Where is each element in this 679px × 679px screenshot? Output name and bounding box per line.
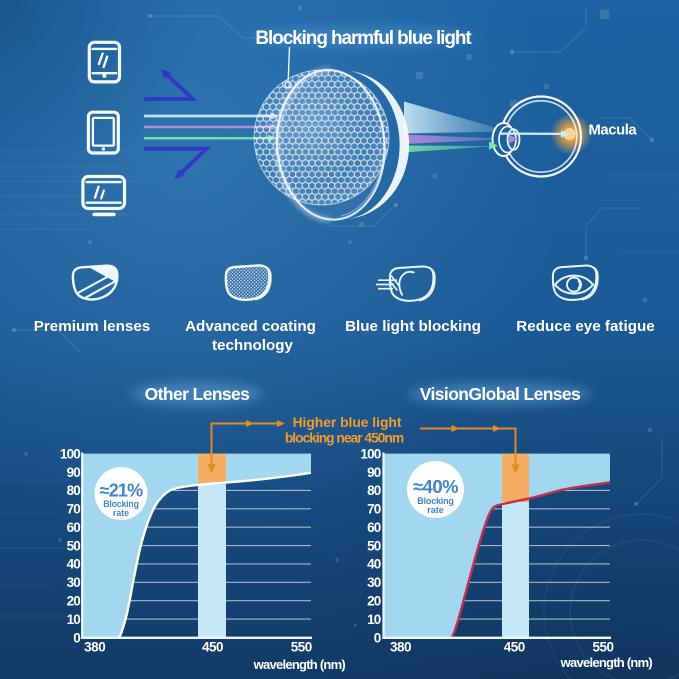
svg-text:0: 0 bbox=[374, 630, 381, 645]
svg-text:10: 10 bbox=[67, 612, 81, 627]
svg-text:70: 70 bbox=[367, 502, 381, 517]
svg-text:wavelength (nm): wavelength (nm) bbox=[560, 655, 653, 670]
svg-text:10: 10 bbox=[367, 612, 381, 627]
svg-text:40: 40 bbox=[367, 557, 381, 572]
svg-text:60: 60 bbox=[67, 520, 81, 535]
svg-text:30: 30 bbox=[67, 575, 81, 590]
svg-text:380: 380 bbox=[84, 640, 105, 655]
svg-text:Blue light blocking: Blue light blocking bbox=[345, 318, 481, 335]
svg-text:20: 20 bbox=[367, 594, 381, 609]
svg-text:Blocking: Blocking bbox=[417, 496, 453, 506]
svg-text:550: 550 bbox=[592, 640, 613, 655]
svg-text:Higher blue light: Higher blue light bbox=[293, 415, 402, 430]
svg-text:450: 450 bbox=[202, 640, 223, 655]
svg-text:50: 50 bbox=[367, 538, 381, 553]
svg-text:Blocking harmful blue light: Blocking harmful blue light bbox=[255, 28, 472, 49]
svg-text:40: 40 bbox=[67, 557, 81, 572]
svg-text:60: 60 bbox=[367, 520, 381, 535]
svg-text:wavelength (nm): wavelength (nm) bbox=[253, 657, 346, 672]
svg-text:70: 70 bbox=[67, 502, 81, 517]
svg-text:450: 450 bbox=[504, 640, 525, 655]
svg-text:Premium lenses: Premium lenses bbox=[34, 318, 151, 335]
svg-text:Blocking: Blocking bbox=[103, 499, 139, 509]
svg-text:20: 20 bbox=[67, 594, 81, 609]
svg-text:50: 50 bbox=[67, 538, 81, 553]
svg-text:80: 80 bbox=[67, 483, 81, 498]
svg-text:90: 90 bbox=[367, 465, 381, 480]
svg-text:Macula: Macula bbox=[589, 123, 638, 139]
svg-text:100: 100 bbox=[60, 446, 80, 461]
svg-text:380: 380 bbox=[390, 640, 411, 655]
svg-text:VisionGlobal Lenses: VisionGlobal Lenses bbox=[420, 384, 581, 404]
svg-text:80: 80 bbox=[367, 483, 381, 498]
svg-text:blocking near 450nm: blocking near 450nm bbox=[285, 431, 404, 446]
svg-text:≈21%: ≈21% bbox=[100, 481, 144, 501]
svg-text:0: 0 bbox=[73, 630, 80, 645]
svg-text:rate: rate bbox=[427, 505, 444, 515]
svg-text:Advanced coating: Advanced coating bbox=[185, 318, 316, 335]
svg-text:90: 90 bbox=[67, 465, 81, 480]
svg-text:rate: rate bbox=[113, 508, 129, 518]
svg-text:technology: technology bbox=[212, 337, 294, 354]
svg-text:Other Lenses: Other Lenses bbox=[145, 384, 251, 404]
svg-text:Reduce eye fatigue: Reduce eye fatigue bbox=[516, 318, 654, 335]
svg-text:550: 550 bbox=[291, 640, 312, 655]
svg-text:≈40%: ≈40% bbox=[413, 476, 458, 497]
svg-text:30: 30 bbox=[367, 575, 381, 590]
svg-text:100: 100 bbox=[360, 446, 380, 461]
